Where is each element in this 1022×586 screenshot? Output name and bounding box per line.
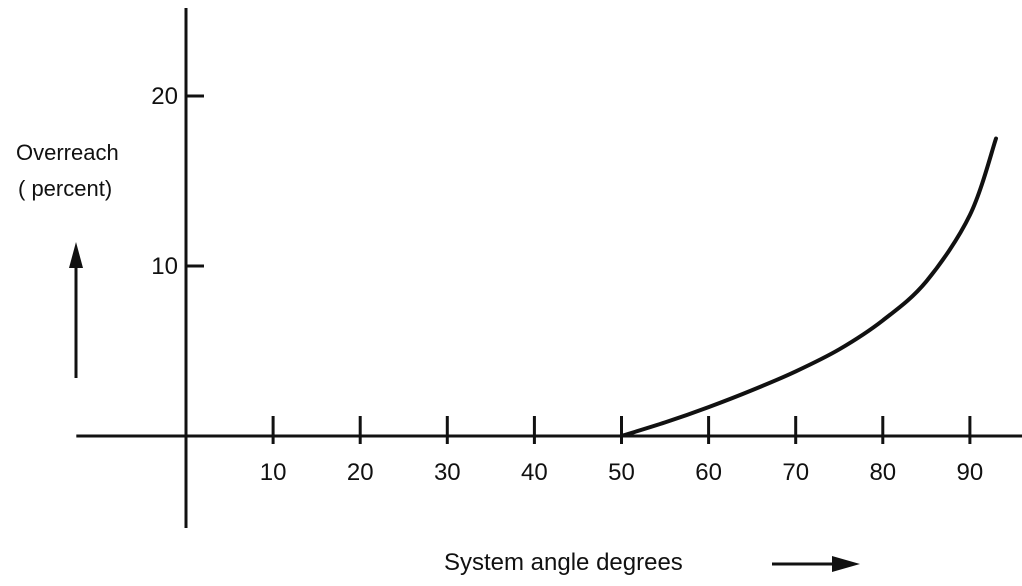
x-tick-label: 90: [957, 459, 984, 486]
x-tick-label: 60: [695, 459, 722, 486]
overreach-curve: [619, 136, 998, 438]
x-tick-label: 80: [869, 459, 896, 486]
x-tick-label: 20: [347, 459, 374, 486]
y-tick-label: 20: [151, 83, 178, 110]
ticks: 10 20 30 40 50 60 70 80 90 10 20: [151, 83, 983, 486]
x-tick-label: 40: [521, 459, 548, 486]
x-tick-label: 30: [434, 459, 461, 486]
y-axis-label-line2: ( percent): [18, 176, 112, 201]
axes: [76, 8, 1022, 528]
series: [619, 136, 998, 438]
x-axis-arrow: [772, 556, 860, 572]
y-axis-label-line1: Overreach: [16, 140, 119, 165]
y-tick-label: 10: [151, 253, 178, 280]
x-tick-label: 50: [608, 459, 635, 486]
x-tick-label: 70: [782, 459, 809, 486]
x-tick-label: 10: [260, 459, 287, 486]
y-axis-arrow: [69, 242, 83, 378]
x-axis-label: System angle degrees: [444, 549, 683, 576]
